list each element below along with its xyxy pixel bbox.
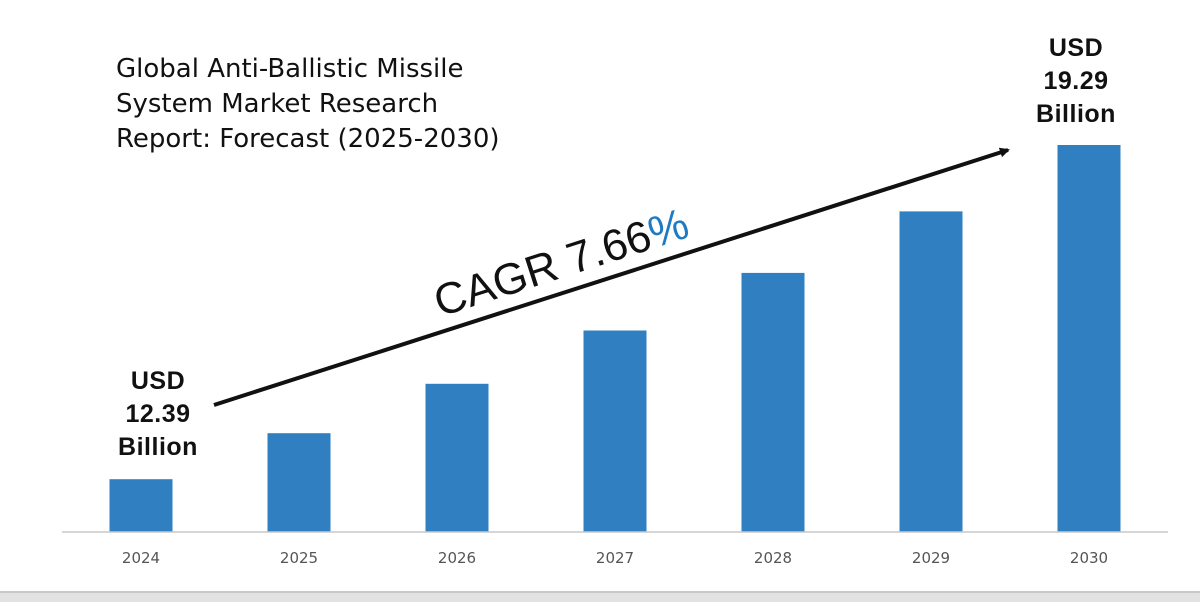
bar-2025 [267, 433, 331, 532]
x-tick-label-2024: 2024 [122, 549, 160, 567]
bar-2027 [583, 330, 647, 532]
bar-2030 [1057, 145, 1121, 532]
chart-title: Global Anti-Ballistic Missile System Mar… [116, 52, 556, 157]
x-tick-label-2025: 2025 [280, 549, 318, 567]
cagr-trend-arrow [213, 147, 1010, 407]
bar-2024 [109, 479, 173, 532]
bar-2029 [899, 211, 963, 532]
bar-series [109, 145, 1121, 532]
x-tick-label-2030: 2030 [1070, 549, 1108, 567]
end-callout-unit: Billion [1036, 100, 1116, 128]
start-value-callout: USD 12.39 Billion [98, 365, 218, 464]
end-value-callout: USD 19.29 Billion [1016, 32, 1136, 131]
footer-divider [0, 591, 1200, 602]
bar-2026 [425, 383, 489, 532]
end-callout-currency: USD [1048, 34, 1104, 62]
x-axis-ticks: 2024 2025 2026 2027 2028 2029 2030 [122, 549, 1108, 567]
x-tick-label-2028: 2028 [754, 549, 792, 567]
start-callout-value: 12.39 [125, 400, 191, 428]
title-line-3: Report: Forecast (2025-2030) [116, 124, 500, 154]
title-line-1: Global Anti-Ballistic Missile [116, 54, 464, 84]
start-callout-unit: Billion [118, 433, 198, 461]
x-tick-label-2026: 2026 [438, 549, 476, 567]
end-callout-value: 19.29 [1043, 67, 1109, 95]
cagr-prefix: CAGR 7.66 [428, 211, 657, 326]
title-line-2: System Market Research [116, 89, 439, 119]
bar-2028 [741, 272, 805, 532]
x-tick-label-2029: 2029 [912, 549, 950, 567]
x-tick-label-2027: 2027 [596, 549, 634, 567]
start-callout-currency: USD [130, 367, 186, 395]
